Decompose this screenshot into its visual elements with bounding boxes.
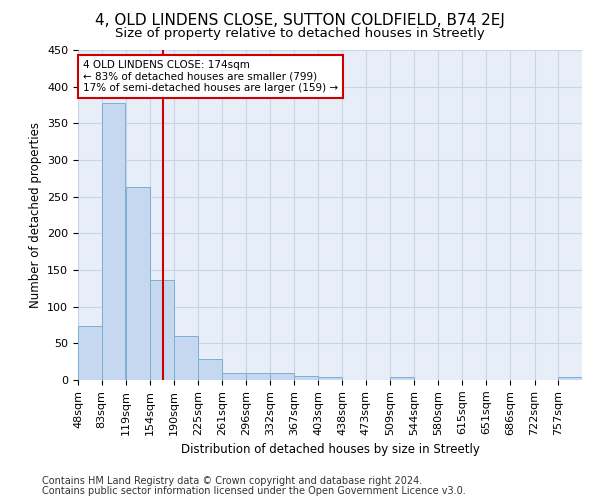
- Bar: [150, 280, 173, 380]
- X-axis label: Distribution of detached houses by size in Streetly: Distribution of detached houses by size …: [181, 443, 479, 456]
- Text: Size of property relative to detached houses in Streetly: Size of property relative to detached ho…: [115, 28, 485, 40]
- Text: 4, OLD LINDENS CLOSE, SUTTON COLDFIELD, B74 2EJ: 4, OLD LINDENS CLOSE, SUTTON COLDFIELD, …: [95, 12, 505, 28]
- Text: 4 OLD LINDENS CLOSE: 174sqm
← 83% of detached houses are smaller (799)
17% of se: 4 OLD LINDENS CLOSE: 174sqm ← 83% of det…: [83, 60, 338, 93]
- Text: Contains public sector information licensed under the Open Government Licence v3: Contains public sector information licen…: [42, 486, 466, 496]
- Bar: [222, 372, 246, 380]
- Bar: [198, 358, 221, 380]
- Bar: [78, 326, 102, 380]
- Bar: [102, 103, 125, 380]
- Bar: [294, 376, 318, 380]
- Bar: [271, 372, 294, 380]
- Bar: [319, 377, 342, 380]
- Bar: [174, 336, 198, 380]
- Text: Contains HM Land Registry data © Crown copyright and database right 2024.: Contains HM Land Registry data © Crown c…: [42, 476, 422, 486]
- Bar: [390, 377, 414, 380]
- Bar: [558, 377, 582, 380]
- Y-axis label: Number of detached properties: Number of detached properties: [29, 122, 41, 308]
- Bar: [126, 187, 150, 380]
- Bar: [246, 374, 270, 380]
